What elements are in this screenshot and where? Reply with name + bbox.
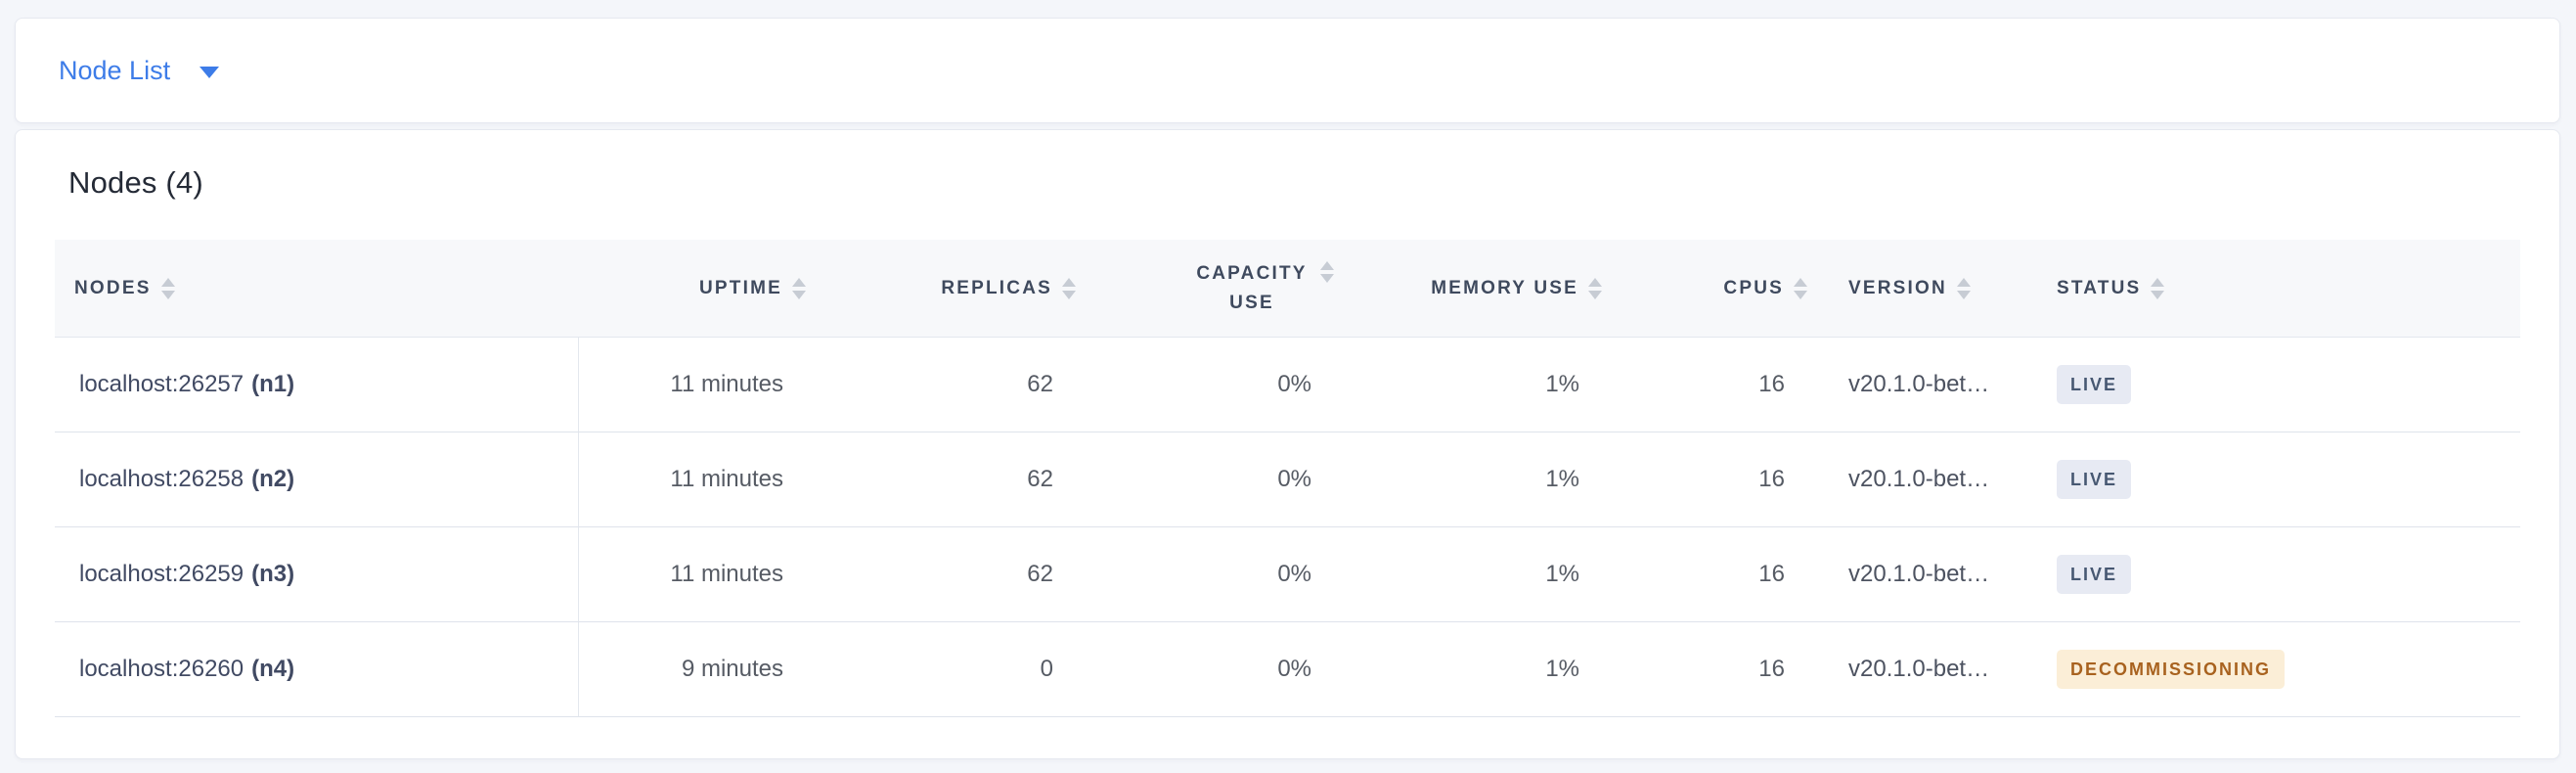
node-id: (n3) bbox=[251, 561, 295, 587]
node-address: localhost:26259 bbox=[79, 561, 244, 587]
cpus-cell: 16 bbox=[1625, 527, 1831, 622]
page-title: Nodes (4) bbox=[68, 165, 203, 200]
table-row: localhost:26259 (n3) 11 minutes 62 0% 1%… bbox=[55, 527, 2520, 622]
uptime-cell: 9 minutes bbox=[579, 622, 829, 717]
replicas-cell: 62 bbox=[829, 527, 1099, 622]
view-selector-dropdown[interactable]: Node List bbox=[59, 55, 220, 86]
version-cell: v20.1.0-bet… bbox=[1831, 432, 2032, 527]
node-id: (n4) bbox=[251, 656, 295, 682]
status-badge: DECOMMISSIONING bbox=[2057, 650, 2286, 689]
sort-icon bbox=[2151, 277, 2165, 299]
uptime-cell: 11 minutes bbox=[579, 527, 829, 622]
sort-icon bbox=[792, 277, 806, 299]
table-row: localhost:26260 (n4) 9 minutes 0 0% 1% 1… bbox=[55, 622, 2520, 717]
column-header-label: CPUS bbox=[1723, 277, 1784, 298]
column-header-capacity-use[interactable]: CAPACITY USE bbox=[1099, 240, 1357, 337]
node-address: localhost:26260 bbox=[79, 656, 244, 682]
memory-use-cell: 1% bbox=[1357, 622, 1625, 717]
status-cell: LIVE bbox=[2032, 527, 2520, 622]
cpus-cell: 16 bbox=[1625, 338, 1831, 432]
memory-use-cell: 1% bbox=[1357, 527, 1625, 622]
memory-use-cell: 1% bbox=[1357, 338, 1625, 432]
sort-icon bbox=[1588, 277, 1602, 299]
column-header-cpus[interactable]: CPUS bbox=[1625, 240, 1831, 337]
version-cell: v20.1.0-bet… bbox=[1831, 622, 2032, 717]
node-id: (n1) bbox=[251, 371, 295, 397]
node-address-cell[interactable]: localhost:26258 (n2) bbox=[55, 432, 579, 527]
node-address: localhost:26258 bbox=[79, 466, 244, 492]
replicas-cell: 62 bbox=[829, 432, 1099, 527]
cpus-cell: 16 bbox=[1625, 622, 1831, 717]
column-header-nodes[interactable]: NODES bbox=[55, 240, 579, 337]
column-header-status[interactable]: STATUS bbox=[2032, 240, 2520, 337]
column-header-label: MEMORY USE bbox=[1431, 277, 1578, 298]
column-header-label: REPLICAS bbox=[941, 277, 1052, 298]
column-header-replicas[interactable]: REPLICAS bbox=[829, 240, 1099, 337]
column-header-memory-use[interactable]: MEMORY USE bbox=[1357, 240, 1625, 337]
view-selector-bar: Node List bbox=[15, 18, 2560, 123]
node-address: localhost:26257 bbox=[79, 371, 244, 397]
memory-use-cell: 1% bbox=[1357, 432, 1625, 527]
capacity-use-cell: 0% bbox=[1099, 622, 1357, 717]
status-badge: LIVE bbox=[2057, 460, 2132, 499]
replicas-cell: 0 bbox=[829, 622, 1099, 717]
status-cell: LIVE bbox=[2032, 338, 2520, 432]
status-badge: LIVE bbox=[2057, 555, 2132, 594]
table-row: localhost:26258 (n2) 11 minutes 62 0% 1%… bbox=[55, 432, 2520, 527]
column-header-label: NODES bbox=[74, 277, 152, 298]
column-header-label: UPTIME bbox=[699, 277, 782, 298]
nodes-card: Nodes (4) NODES UPTIME REPLICAS CAPACITY… bbox=[15, 129, 2560, 759]
version-cell: v20.1.0-bet… bbox=[1831, 338, 2032, 432]
table-row: localhost:26257 (n1) 11 minutes 62 0% 1%… bbox=[55, 338, 2520, 432]
column-header-label: CAPACITY USE bbox=[1196, 263, 1308, 313]
cpus-cell: 16 bbox=[1625, 432, 1831, 527]
capacity-use-cell: 0% bbox=[1099, 527, 1357, 622]
uptime-cell: 11 minutes bbox=[579, 338, 829, 432]
column-header-uptime[interactable]: UPTIME bbox=[579, 240, 829, 337]
node-address-cell[interactable]: localhost:26259 (n3) bbox=[55, 527, 579, 622]
column-header-label: STATUS bbox=[2057, 277, 2142, 298]
view-selector-label: Node List bbox=[59, 55, 171, 85]
column-header-label: VERSION bbox=[1848, 277, 1947, 298]
sort-icon bbox=[1320, 260, 1334, 283]
status-badge: LIVE bbox=[2057, 365, 2132, 404]
capacity-use-cell: 0% bbox=[1099, 338, 1357, 432]
sort-icon bbox=[1062, 277, 1076, 299]
node-address-cell[interactable]: localhost:26260 (n4) bbox=[55, 622, 579, 717]
sort-icon bbox=[1956, 277, 1971, 299]
chevron-down-icon bbox=[200, 66, 220, 78]
replicas-cell: 62 bbox=[829, 338, 1099, 432]
status-cell: LIVE bbox=[2032, 432, 2520, 527]
sort-icon bbox=[160, 277, 175, 299]
sort-icon bbox=[1794, 277, 1807, 299]
uptime-cell: 11 minutes bbox=[579, 432, 829, 527]
nodes-table: NODES UPTIME REPLICAS CAPACITY USE MEMOR… bbox=[55, 240, 2520, 717]
column-header-version[interactable]: VERSION bbox=[1831, 240, 2032, 337]
node-id: (n2) bbox=[251, 466, 295, 492]
node-address-cell[interactable]: localhost:26257 (n1) bbox=[55, 338, 579, 432]
version-cell: v20.1.0-bet… bbox=[1831, 527, 2032, 622]
table-header-row: NODES UPTIME REPLICAS CAPACITY USE MEMOR… bbox=[55, 240, 2520, 338]
capacity-use-cell: 0% bbox=[1099, 432, 1357, 527]
status-cell: DECOMMISSIONING bbox=[2032, 622, 2520, 717]
